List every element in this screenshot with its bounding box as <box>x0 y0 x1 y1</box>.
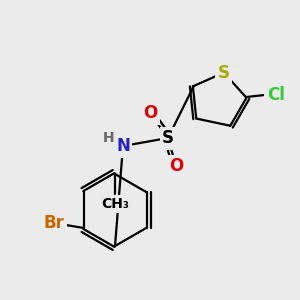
Text: N: N <box>116 137 130 155</box>
Text: Br: Br <box>44 214 64 232</box>
Text: O: O <box>169 157 183 175</box>
Text: S: S <box>162 129 174 147</box>
Text: S: S <box>218 64 230 82</box>
Text: CH₃: CH₃ <box>101 197 129 211</box>
Text: Cl: Cl <box>267 86 285 104</box>
Text: H: H <box>103 131 115 145</box>
Text: O: O <box>143 104 157 122</box>
